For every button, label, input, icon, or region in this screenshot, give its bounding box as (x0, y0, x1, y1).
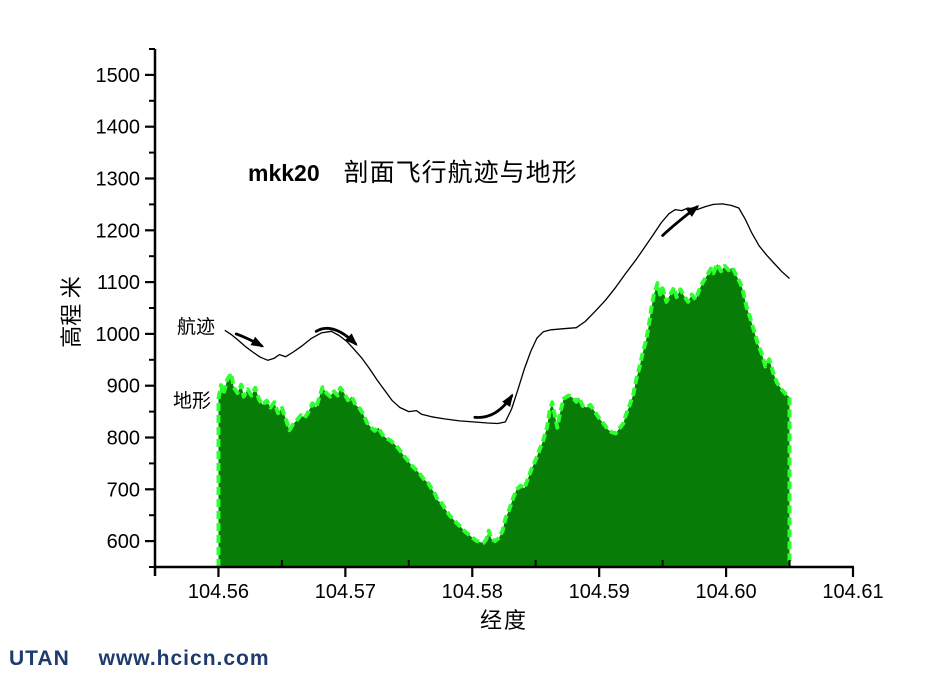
direction-arrow-head (502, 393, 514, 408)
x-tick-label: 104.58 (442, 581, 503, 603)
x-tick-label: 104.61 (822, 581, 883, 603)
x-tick-label: 104.59 (569, 581, 630, 603)
x-tick-label: 104.56 (188, 581, 249, 603)
terrain-annotation-label: 地形 (173, 391, 212, 412)
direction-arrow-head (250, 336, 265, 348)
x-axis-label: 经度 (479, 608, 528, 633)
axes: 600 700 800 900 1000 1100 1200 1300 1400 1500 104.… (96, 48, 884, 603)
chart-title-id: mkk20 (248, 160, 320, 186)
y-tick-label: 600 (107, 531, 140, 553)
track-line (224, 203, 790, 425)
y-tick-label: 1000 (96, 324, 141, 346)
track-arrows (234, 205, 700, 419)
y-tick-label: 1100 (97, 272, 140, 294)
y-tick-label: 900 (107, 376, 140, 398)
watermark-url: www.hcicn.com (98, 647, 270, 670)
direction-arrow-head (686, 205, 700, 217)
y-tick-label: 1300 (96, 169, 141, 191)
y-tick-label: 1500 (96, 65, 141, 87)
terrain-series (216, 262, 792, 567)
y-tick-label: 800 (107, 428, 140, 450)
x-tick-label: 104.57 (315, 581, 376, 603)
track-annotation-label: 航迹 (177, 317, 216, 338)
y-tick-label: 1400 (96, 117, 141, 139)
watermark: UTAN www.hcicn.com (9, 647, 270, 671)
chart-title: mkk20 剖面飞行航迹与地形 (248, 153, 578, 189)
y-axis-label: 高程 米 (59, 276, 84, 348)
chart-title-text: 剖面飞行航迹与地形 (343, 160, 578, 187)
y-tick-label: 700 (107, 479, 140, 501)
y-tick-label: 1200 (96, 220, 141, 242)
x-tick-label: 104.60 (696, 581, 757, 603)
track-series (224, 203, 790, 425)
terrain-area-edge (216, 262, 792, 567)
direction-arrow-head (345, 333, 358, 346)
watermark-brand: UTAN (9, 647, 70, 670)
terrain-area-fill (218, 264, 790, 567)
